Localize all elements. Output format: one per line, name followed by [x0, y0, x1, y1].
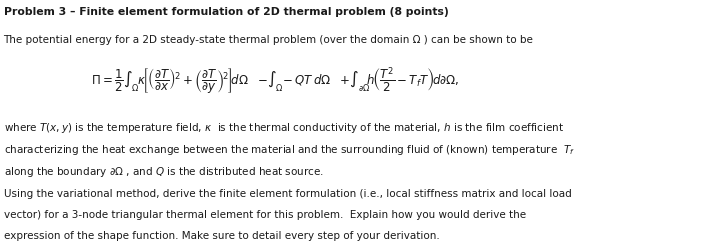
Text: where $T(x,y)$ is the temperature field, $\kappa$  is the thermal conductivity o: where $T(x,y)$ is the temperature field,…	[4, 121, 564, 135]
Text: expression of the shape function. Make sure to detail every step of your derivat: expression of the shape function. Make s…	[4, 231, 439, 241]
Text: Using the variational method, derive the finite element formulation (i.e., local: Using the variational method, derive the…	[4, 189, 571, 199]
Text: characterizing the heat exchange between the material and the surrounding fluid : characterizing the heat exchange between…	[4, 143, 574, 157]
Text: Problem 3 – Finite element formulation of 2D thermal problem (8 points): Problem 3 – Finite element formulation o…	[4, 7, 449, 17]
Text: vector) for a 3-node triangular thermal element for this problem.  Explain how y: vector) for a 3-node triangular thermal …	[4, 210, 526, 220]
Text: $\Pi = \dfrac{1}{2}\int_{\Omega} \kappa \!\left[ \left(\dfrac{\partial T}{\parti: $\Pi = \dfrac{1}{2}\int_{\Omega} \kappa …	[91, 66, 460, 97]
Text: along the boundary $\partial\Omega$ , and $Q$ is the distributed heat source.: along the boundary $\partial\Omega$ , an…	[4, 165, 323, 179]
Text: The potential energy for a 2D steady-state thermal problem (over the domain Ω ) : The potential energy for a 2D steady-sta…	[4, 35, 534, 45]
